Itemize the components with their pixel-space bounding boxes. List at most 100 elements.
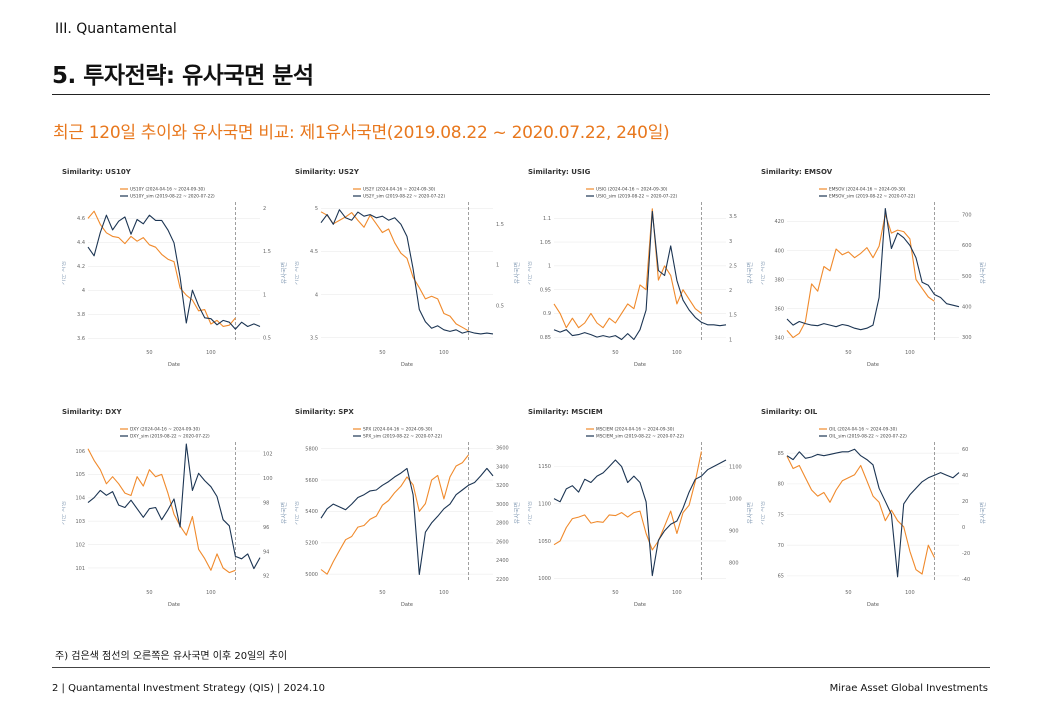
right-tick-label: 1.5 bbox=[729, 313, 737, 319]
right-tick-label: 100 bbox=[263, 476, 273, 482]
left-tick-label: 1.05 bbox=[540, 240, 551, 246]
footer-left: 2 | Quantamental Investment Strategy (QI… bbox=[52, 683, 325, 694]
y-axis-label-left: 기준 시점 bbox=[528, 261, 533, 285]
left-tick-label: 0.85 bbox=[540, 335, 551, 341]
y-axis-label-left: 기준 시점 bbox=[295, 261, 300, 285]
x-tick-label: 50 bbox=[845, 590, 851, 596]
right-tick-label: 1 bbox=[729, 337, 732, 343]
x-tick-label: 100 bbox=[905, 590, 915, 596]
y-axis-label-left: 기준 시점 bbox=[62, 261, 67, 285]
chart-panel-6: Similarity: MSCIEM 1000 1050 1100 1150 800 900… bbox=[528, 408, 760, 638]
y-axis-label-left: 기준 시점 bbox=[761, 261, 766, 285]
series-line-current bbox=[553, 208, 702, 329]
legend-label: US10Y_sim (2019-08-22 ~ 2020-07-22) bbox=[130, 194, 215, 200]
right-tick-label: 102 bbox=[263, 452, 273, 458]
chart-svg: 340 360 380 400 420 300 400 500 600 700 50 100 Date 기… bbox=[761, 187, 987, 368]
right-tick-label: 3200 bbox=[496, 483, 509, 489]
x-axis-label: Date bbox=[867, 362, 879, 368]
left-tick-label: 3.6 bbox=[77, 336, 85, 342]
left-tick-label: 5800 bbox=[305, 447, 318, 453]
right-tick-label: 0.5 bbox=[496, 303, 504, 309]
left-tick-label: 3.5 bbox=[310, 335, 318, 341]
chart-svg: 65 70 75 80 85 -40 -20 0 20 40 60 50 100 Date 기준 시점 유사국… bbox=[761, 427, 987, 608]
right-tick-label: 2600 bbox=[496, 539, 509, 545]
y-axis-label-left: 기준 시점 bbox=[761, 501, 766, 525]
chart-title: Similarity: MSCIEM bbox=[528, 408, 603, 416]
x-tick-label: 50 bbox=[612, 350, 618, 356]
left-tick-label: 4.2 bbox=[77, 264, 85, 270]
chart-panel-1: Similarity: US2Y 3.5 4 4.5 5 0.5 1 1.5 50 100 Date… bbox=[295, 168, 527, 398]
x-axis-label: Date bbox=[634, 362, 646, 368]
page-title: 5. 투자전략: 유사국면 분석 bbox=[52, 63, 314, 89]
right-tick-label: 1000 bbox=[729, 496, 742, 502]
left-tick-label: 5600 bbox=[305, 478, 318, 484]
series-line-similar bbox=[320, 467, 494, 576]
right-tick-label: 20 bbox=[962, 499, 968, 505]
left-tick-label: 102 bbox=[75, 542, 85, 548]
legend-label: USIG_sim (2019-08-22 ~ 2020-07-22) bbox=[596, 194, 678, 200]
right-tick-label: 40 bbox=[962, 473, 968, 479]
chart-title: Similarity: SPX bbox=[295, 408, 354, 416]
legend-label: OIL (2024-04-16 ~ 2024-09-30) bbox=[829, 427, 897, 433]
chart-title: Similarity: OIL bbox=[761, 408, 818, 416]
legend-label: US10Y (2024-04-16 ~ 2024-09-30) bbox=[130, 187, 205, 193]
right-tick-label: 300 bbox=[962, 335, 972, 341]
series-line-current bbox=[87, 210, 236, 327]
left-tick-label: 101 bbox=[75, 566, 85, 572]
left-tick-label: 80 bbox=[778, 482, 784, 488]
left-tick-label: 4.4 bbox=[77, 240, 85, 246]
chart-svg: 0.85 0.9 0.95 1 1.05 1.1 1 1.5 2 2.5 3 3.5 50 100 Date… bbox=[528, 187, 754, 368]
y-axis-label-left: 기준 시점 bbox=[295, 501, 300, 525]
legend-label: US2Y_sim (2019-08-22 ~ 2020-07-22) bbox=[363, 194, 445, 200]
legend-label: MSCIEM_sim (2019-08-22 ~ 2020-07-22) bbox=[596, 434, 684, 440]
footnote: 주) 검은색 점선의 오른쪽은 유사국면 이후 20일의 추이 bbox=[55, 651, 288, 662]
legend-label: SPX (2024-04-16 ~ 2024-09-30) bbox=[363, 427, 433, 433]
right-tick-label: 2200 bbox=[496, 577, 509, 583]
right-tick-label: 96 bbox=[263, 525, 269, 531]
x-tick-label: 50 bbox=[379, 350, 385, 356]
left-tick-label: 5000 bbox=[305, 572, 318, 578]
chart-svg: 3.5 4 4.5 5 0.5 1 1.5 50 100 Date 기준 시점 유사국면 US2Y (2… bbox=[295, 187, 521, 368]
series-line-current bbox=[553, 451, 702, 551]
right-tick-label: 60 bbox=[962, 447, 968, 453]
y-axis-label-right: 유사국면 bbox=[280, 262, 288, 284]
chart-panel-0: Similarity: US10Y 3.6 3.8 4 4.2 4.4 4.6 0.5 1 1.5… bbox=[62, 168, 294, 398]
left-tick-label: 1000 bbox=[538, 576, 551, 582]
y-axis-label-right: 유사국면 bbox=[746, 262, 754, 284]
right-tick-label: 2.5 bbox=[729, 263, 737, 269]
right-tick-label: -40 bbox=[962, 577, 970, 583]
x-tick-label: 50 bbox=[146, 590, 152, 596]
right-tick-label: 3600 bbox=[496, 446, 509, 452]
x-axis-label: Date bbox=[634, 602, 646, 608]
legend-label: EMSOV_sim (2019-08-22 ~ 2020-07-22) bbox=[829, 194, 915, 200]
left-tick-label: 103 bbox=[75, 519, 85, 525]
right-tick-label: 0.5 bbox=[263, 335, 271, 341]
left-tick-label: 0.9 bbox=[543, 311, 551, 317]
x-tick-label: 100 bbox=[206, 350, 216, 356]
chart-panel-7: Similarity: OIL 65 70 75 80 85 -40 -20 0 20 40 60 50… bbox=[761, 408, 993, 638]
x-axis-label: Date bbox=[867, 602, 879, 608]
right-tick-label: 1.5 bbox=[496, 222, 504, 228]
y-axis-label-right: 유사국면 bbox=[280, 502, 288, 524]
x-tick-label: 100 bbox=[206, 590, 216, 596]
series-line-similar bbox=[786, 448, 960, 578]
left-tick-label: 5400 bbox=[305, 509, 318, 515]
right-tick-label: 92 bbox=[263, 574, 269, 580]
left-tick-label: 400 bbox=[774, 248, 784, 254]
series-line-current bbox=[320, 211, 469, 332]
chart-title: Similarity: EMSOV bbox=[761, 168, 833, 176]
right-tick-label: 1100 bbox=[729, 464, 742, 470]
series-line-similar bbox=[786, 208, 960, 331]
chart-panel-4: Similarity: DXY 101 102 103 104 105 106 92 94 96 9… bbox=[62, 408, 294, 638]
legend-label: SPX_sim (2019-08-22 ~ 2020-07-22) bbox=[363, 434, 442, 440]
left-tick-label: 360 bbox=[774, 306, 784, 312]
x-axis-label: Date bbox=[168, 362, 180, 368]
right-tick-label: 3400 bbox=[496, 464, 509, 470]
left-tick-label: 4 bbox=[315, 292, 318, 298]
right-tick-label: 3.5 bbox=[729, 214, 737, 220]
right-tick-label: 0 bbox=[962, 525, 965, 531]
y-axis-label-left: 기준 시점 bbox=[528, 501, 533, 525]
legend-label: US2Y (2024-04-16 ~ 2024-09-30) bbox=[363, 187, 436, 193]
left-tick-label: 1100 bbox=[538, 501, 551, 507]
page-subtitle: 최근 120일 추이와 유사국면 비교: 제1유사국면(2019.08.22 ~… bbox=[53, 123, 670, 143]
